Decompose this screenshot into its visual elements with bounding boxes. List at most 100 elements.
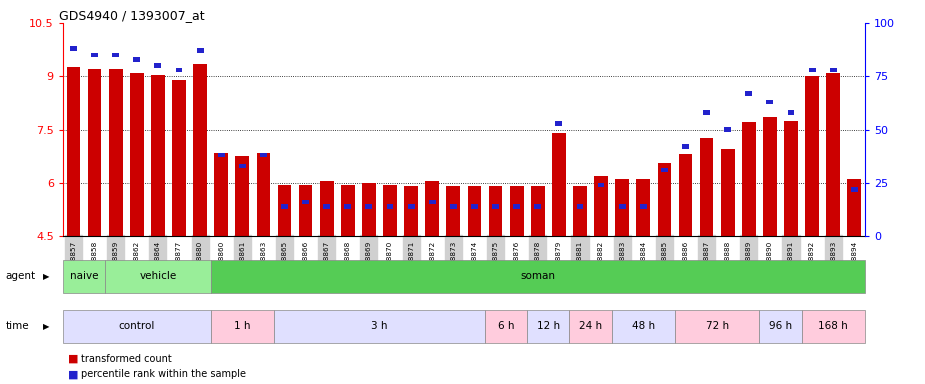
Bar bbox=[615, 179, 629, 236]
Bar bbox=[746, 91, 752, 96]
Bar bbox=[193, 64, 207, 236]
Bar bbox=[535, 204, 541, 209]
Bar bbox=[576, 204, 584, 209]
Bar bbox=[320, 181, 334, 236]
Bar bbox=[767, 99, 773, 104]
Bar bbox=[598, 183, 605, 187]
Text: 12 h: 12 h bbox=[536, 321, 560, 331]
Text: GDS4940 / 1393007_at: GDS4940 / 1393007_at bbox=[59, 9, 204, 22]
Bar bbox=[721, 149, 734, 236]
Text: agent: agent bbox=[6, 271, 36, 281]
Text: naive: naive bbox=[69, 271, 98, 281]
Bar bbox=[611, 310, 675, 343]
Bar bbox=[471, 204, 478, 209]
Text: vehicle: vehicle bbox=[140, 271, 177, 281]
Text: ■: ■ bbox=[68, 354, 78, 364]
Bar bbox=[742, 122, 756, 236]
Text: 3 h: 3 h bbox=[371, 321, 388, 331]
Bar bbox=[806, 76, 819, 236]
Bar bbox=[211, 310, 274, 343]
Bar bbox=[278, 185, 291, 236]
Bar bbox=[176, 68, 182, 72]
Bar bbox=[260, 153, 266, 157]
Bar bbox=[552, 133, 566, 236]
Bar bbox=[92, 53, 98, 57]
Bar bbox=[429, 200, 436, 204]
Bar bbox=[426, 181, 439, 236]
Bar bbox=[408, 204, 414, 209]
Bar bbox=[323, 204, 330, 209]
Bar bbox=[851, 187, 857, 192]
Bar bbox=[724, 127, 731, 132]
Bar bbox=[63, 260, 105, 293]
Text: transformed count: transformed count bbox=[81, 354, 172, 364]
Bar bbox=[217, 153, 225, 157]
Bar bbox=[802, 310, 865, 343]
Bar bbox=[570, 310, 611, 343]
Bar bbox=[105, 260, 211, 293]
Bar bbox=[344, 204, 352, 209]
Bar bbox=[485, 310, 527, 343]
Bar bbox=[703, 110, 710, 115]
Bar bbox=[154, 63, 161, 68]
Bar bbox=[675, 310, 759, 343]
Bar bbox=[88, 69, 102, 236]
Text: 96 h: 96 h bbox=[769, 321, 792, 331]
Bar bbox=[661, 168, 668, 172]
Bar bbox=[302, 200, 309, 204]
Bar bbox=[109, 69, 122, 236]
Text: 24 h: 24 h bbox=[579, 321, 602, 331]
Bar bbox=[531, 187, 545, 236]
Bar bbox=[682, 144, 689, 149]
Bar bbox=[759, 310, 802, 343]
Text: control: control bbox=[118, 321, 155, 331]
Bar bbox=[658, 163, 672, 236]
Bar bbox=[763, 117, 777, 236]
Bar bbox=[492, 204, 499, 209]
Bar bbox=[847, 179, 861, 236]
Bar bbox=[172, 80, 186, 236]
Bar bbox=[130, 73, 143, 236]
Bar bbox=[636, 179, 650, 236]
Bar bbox=[574, 187, 586, 236]
Bar bbox=[619, 204, 625, 209]
Bar bbox=[70, 46, 77, 51]
Bar bbox=[450, 204, 457, 209]
Text: soman: soman bbox=[520, 271, 555, 281]
Bar bbox=[383, 185, 397, 236]
Text: 168 h: 168 h bbox=[819, 321, 848, 331]
Bar bbox=[679, 154, 692, 236]
Bar bbox=[826, 73, 840, 236]
Bar bbox=[513, 204, 520, 209]
Bar bbox=[274, 310, 485, 343]
Bar bbox=[699, 139, 713, 236]
Bar bbox=[341, 185, 354, 236]
Bar bbox=[63, 310, 211, 343]
Bar bbox=[447, 187, 461, 236]
Bar bbox=[830, 68, 836, 72]
Bar bbox=[404, 187, 418, 236]
Bar bbox=[640, 204, 647, 209]
Text: ▶: ▶ bbox=[43, 322, 49, 331]
Text: ■: ■ bbox=[68, 369, 78, 379]
Bar bbox=[488, 187, 502, 236]
Bar bbox=[211, 260, 865, 293]
Bar bbox=[215, 153, 228, 236]
Bar bbox=[808, 68, 816, 72]
Bar bbox=[281, 204, 288, 209]
Bar bbox=[236, 156, 249, 236]
Bar bbox=[67, 68, 80, 236]
Bar bbox=[365, 204, 373, 209]
Bar bbox=[387, 204, 393, 209]
Text: ▶: ▶ bbox=[43, 272, 49, 281]
Bar bbox=[239, 164, 246, 168]
Bar bbox=[133, 57, 141, 61]
Bar bbox=[784, 121, 798, 236]
Text: 6 h: 6 h bbox=[498, 321, 514, 331]
Bar bbox=[594, 176, 608, 236]
Bar bbox=[362, 183, 376, 236]
Text: percentile rank within the sample: percentile rank within the sample bbox=[81, 369, 246, 379]
Bar bbox=[151, 74, 165, 236]
Bar bbox=[467, 187, 481, 236]
Text: 1 h: 1 h bbox=[234, 321, 251, 331]
